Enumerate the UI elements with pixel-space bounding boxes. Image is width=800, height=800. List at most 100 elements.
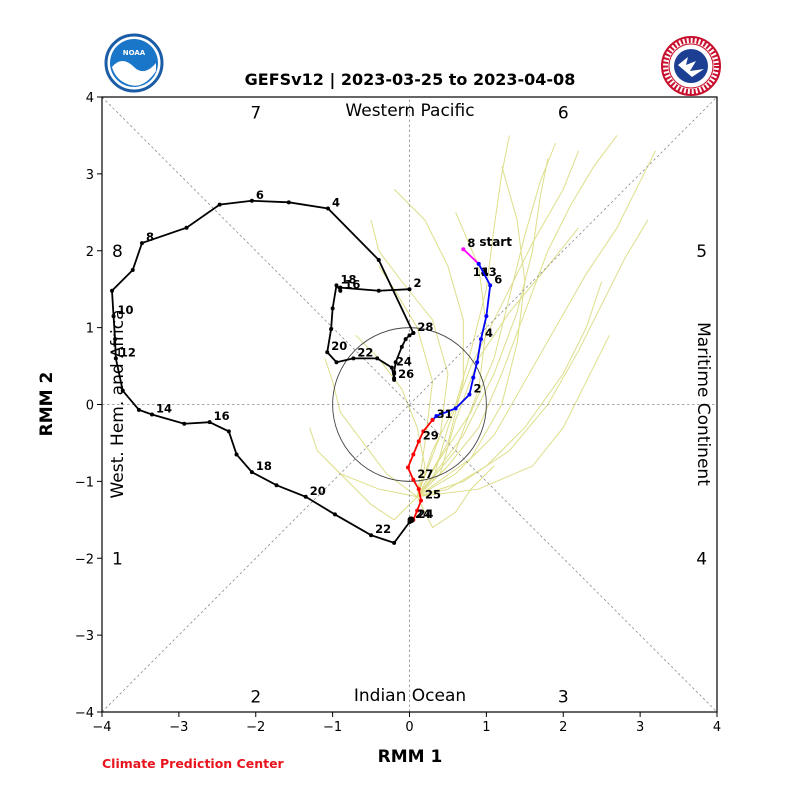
series-point bbox=[303, 494, 308, 499]
phase-label: 4 bbox=[696, 549, 707, 569]
series-point bbox=[274, 483, 279, 488]
series-point bbox=[113, 356, 118, 361]
ensemble-line bbox=[416, 158, 549, 498]
day-label: 20 bbox=[310, 484, 326, 498]
series-point bbox=[475, 360, 480, 365]
series-point bbox=[338, 288, 343, 293]
series-point bbox=[461, 247, 466, 252]
series-point bbox=[113, 337, 118, 342]
svg-text:NOAA: NOAA bbox=[123, 49, 146, 57]
nws-logo-icon bbox=[661, 36, 721, 96]
series-point bbox=[471, 375, 476, 380]
series-point bbox=[139, 241, 144, 246]
series-point bbox=[234, 452, 239, 457]
series-point bbox=[416, 439, 421, 444]
series-point bbox=[389, 365, 394, 370]
ensemble-line bbox=[416, 150, 656, 498]
ensemble-line bbox=[416, 135, 510, 497]
day-label: 25 bbox=[425, 488, 441, 502]
day-label: 18 bbox=[256, 459, 272, 473]
y-tick-label: 2 bbox=[86, 245, 94, 260]
series-point bbox=[411, 477, 416, 482]
phase-label: 3 bbox=[558, 688, 569, 708]
series-point bbox=[399, 344, 404, 349]
series-point bbox=[403, 337, 408, 342]
series-point bbox=[330, 306, 335, 311]
series-point bbox=[376, 257, 381, 262]
day-label: 4 bbox=[332, 195, 340, 209]
y-tick-label: 4 bbox=[86, 91, 94, 106]
day-label: 12 bbox=[120, 345, 136, 359]
x-tick-label: −1 bbox=[323, 720, 342, 735]
day-label: 14 bbox=[156, 401, 172, 415]
series-point bbox=[434, 414, 439, 419]
x-tick-label: 1 bbox=[482, 720, 490, 735]
y-tick-label: −2 bbox=[75, 552, 94, 567]
day-label: 28 bbox=[417, 320, 433, 334]
series-point bbox=[109, 288, 114, 293]
series-point bbox=[326, 206, 331, 211]
ensemble-line bbox=[370, 219, 449, 497]
series-point bbox=[453, 406, 458, 411]
phase-label: 5 bbox=[696, 242, 707, 262]
ensemble-line bbox=[416, 166, 526, 498]
y-tick-label: 1 bbox=[86, 322, 94, 337]
series-point bbox=[130, 267, 135, 272]
series-point bbox=[392, 540, 397, 545]
ensemble-line bbox=[417, 219, 649, 498]
y-tick-label: −3 bbox=[75, 629, 94, 644]
chart-title: GEFSv12 | 2023-03-25 to 2023-04-08 bbox=[245, 70, 576, 90]
series-line bbox=[462, 248, 480, 265]
ensemble-line bbox=[417, 335, 610, 498]
series-point bbox=[415, 508, 420, 513]
ensemble-line bbox=[324, 457, 418, 521]
phase-label: 6 bbox=[558, 103, 569, 123]
day-label: 26 bbox=[398, 367, 414, 381]
footer-credit: Climate Prediction Center bbox=[102, 756, 284, 771]
ensemble-line bbox=[416, 142, 557, 498]
phase-label: 2 bbox=[250, 688, 261, 708]
series-point bbox=[338, 285, 343, 290]
series-point bbox=[182, 421, 187, 426]
day-label: 8 bbox=[146, 230, 154, 244]
series-line bbox=[111, 199, 415, 544]
series-point bbox=[249, 470, 254, 475]
day-label: 4 bbox=[485, 326, 493, 340]
series-point bbox=[375, 356, 380, 361]
x-tick-label: 3 bbox=[636, 720, 644, 735]
series-point bbox=[111, 314, 116, 319]
series-point bbox=[207, 420, 212, 425]
series-point bbox=[184, 225, 189, 230]
day-label: 6 bbox=[494, 272, 502, 286]
series-line bbox=[406, 419, 434, 521]
y-tick-label: 3 bbox=[86, 168, 94, 183]
day-label: 31 bbox=[437, 407, 453, 421]
series-point bbox=[405, 465, 410, 470]
end-marker bbox=[407, 516, 415, 524]
region-label-left: West. Hem. and Africa bbox=[108, 309, 128, 498]
day-label: 22 bbox=[375, 522, 391, 536]
series-point bbox=[411, 452, 416, 457]
series-point bbox=[393, 360, 398, 365]
y-tick-label: −4 bbox=[75, 706, 94, 721]
series-point bbox=[329, 327, 334, 332]
series-point bbox=[226, 429, 231, 434]
series-point bbox=[407, 287, 412, 292]
x-tick-label: −2 bbox=[246, 720, 265, 735]
day-label: 10 bbox=[118, 303, 134, 317]
y-tick-label: −1 bbox=[75, 475, 94, 490]
series-point bbox=[407, 333, 412, 338]
x-axis-label: RMM 1 bbox=[378, 747, 443, 767]
series-point bbox=[351, 356, 356, 361]
series-point bbox=[120, 388, 125, 393]
series-point bbox=[430, 417, 435, 422]
series-point bbox=[476, 261, 481, 266]
series-point bbox=[416, 487, 421, 492]
series-point bbox=[249, 198, 254, 203]
series-point bbox=[488, 283, 493, 288]
series-point bbox=[334, 283, 339, 288]
day-label: 2 bbox=[414, 276, 422, 290]
series-point bbox=[136, 407, 141, 412]
